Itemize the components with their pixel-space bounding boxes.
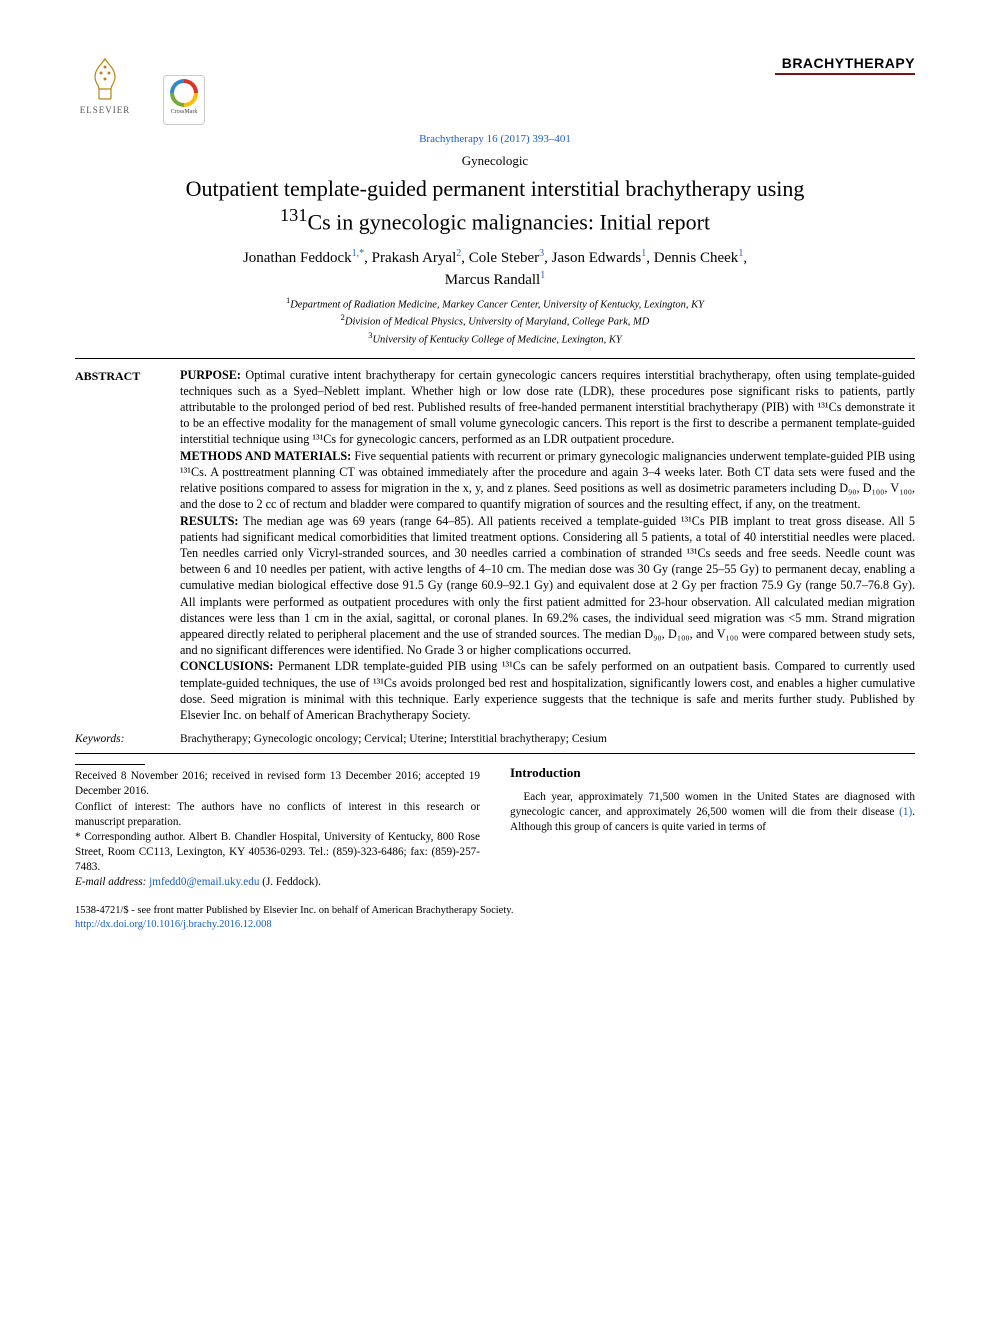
introduction-heading: Introduction [510, 764, 915, 782]
author-affil-sup[interactable]: 1 [641, 248, 646, 259]
affiliation-sup: 3 [368, 330, 372, 340]
introduction-column: Introduction Each year, approximately 71… [510, 764, 915, 890]
author-affil-sup[interactable]: 2 [456, 248, 461, 259]
divider-top [75, 358, 915, 359]
elsevier-tree-icon [81, 55, 129, 103]
footer: 1538-4721/$ - see front matter Published… [75, 904, 915, 931]
methods-label: METHODS AND MATERIALS: [180, 449, 351, 463]
conclusions-text: Permanent LDR template-guided PIB using … [180, 659, 915, 722]
email-link[interactable]: jmfedd0@email.uky.edu [149, 876, 259, 888]
intro-text-1: Each year, approximately 71,500 women in… [510, 791, 915, 818]
elsevier-label: ELSEVIER [80, 105, 131, 115]
title-isotope: Cs in gynecologic malignancies: Initial … [307, 209, 710, 234]
email-label: E-mail address: [75, 876, 146, 888]
title-isotope-sup: 131 [280, 205, 308, 225]
journal-underline [775, 73, 915, 75]
conclusions-label: CONCLUSIONS: [180, 659, 273, 673]
journal-page: ELSEVIER CrossMark BRACHYTHERAPY Brachyt… [0, 0, 990, 972]
author-name[interactable]: Dennis Cheek [654, 250, 739, 266]
header-row: ELSEVIER CrossMark BRACHYTHERAPY [75, 55, 915, 125]
author: Jonathan Feddock1,* [243, 250, 364, 266]
author-name[interactable]: Jonathan Feddock [243, 250, 352, 266]
footnotes-column: Received 8 November 2016; received in re… [75, 764, 480, 890]
footnote-received: Received 8 November 2016; received in re… [75, 769, 480, 799]
doi-link[interactable]: http://dx.doi.org/10.1016/j.brachy.2016.… [75, 919, 272, 930]
footnote-corresponding: * Corresponding author. Albert B. Chandl… [75, 830, 480, 875]
author: Dennis Cheek1 [654, 250, 744, 266]
author: Jason Edwards1 [552, 250, 647, 266]
reference-link-1[interactable]: (1) [899, 806, 912, 818]
author-affil-sup[interactable]: 1 [738, 248, 743, 259]
keywords-text: Brachytherapy; Gynecologic oncology; Cer… [180, 733, 915, 745]
bottom-columns: Received 8 November 2016; received in re… [75, 764, 915, 890]
author-name[interactable]: Cole Steber [469, 250, 539, 266]
citation-line[interactable]: Brachytherapy 16 (2017) 393–401 [75, 133, 915, 145]
keywords-row: Keywords: Brachytherapy; Gynecologic onc… [75, 733, 915, 745]
purpose-label: PURPOSE: [180, 368, 241, 382]
affiliations: 1Department of Radiation Medicine, Marke… [75, 295, 915, 348]
author-name[interactable]: Marcus Randall [445, 272, 540, 288]
affiliation: 1Department of Radiation Medicine, Marke… [75, 295, 915, 313]
results-label: RESULTS: [180, 514, 239, 528]
journal-name: BRACHYTHERAPY [775, 55, 915, 71]
journal-brand: BRACHYTHERAPY [775, 55, 915, 75]
affiliation: 3University of Kentucky College of Medic… [75, 330, 915, 348]
author-name[interactable]: Prakash Aryal [372, 250, 457, 266]
article-title: Outpatient template-guided permanent int… [75, 175, 915, 237]
introduction-paragraph: Each year, approximately 71,500 women in… [510, 790, 915, 835]
crossmark-label: CrossMark [171, 109, 198, 115]
title-line1: Outpatient template-guided permanent int… [186, 176, 805, 201]
footnote-conflict: Conflict of interest: The authors have n… [75, 800, 480, 830]
affiliation-sup: 2 [341, 312, 345, 322]
crossmark-icon [170, 79, 198, 107]
abstract-block: ABSTRACT PURPOSE: Optimal curative inten… [75, 367, 915, 724]
results-text: The median age was 69 years (range 64–85… [180, 514, 915, 658]
elsevier-logo: ELSEVIER [75, 55, 135, 125]
divider-bottom [75, 753, 915, 754]
email-suffix: (J. Feddock). [259, 876, 321, 888]
article-category: Gynecologic [75, 153, 915, 169]
author-affil-sup[interactable]: 1,* [352, 248, 365, 259]
author: Marcus Randall1 [445, 272, 545, 288]
abstract-label: ABSTRACT [75, 367, 180, 724]
affiliation-sup: 1 [286, 295, 290, 305]
copyright-line: 1538-4721/$ - see front matter Published… [75, 904, 915, 918]
crossmark-badge[interactable]: CrossMark [163, 75, 205, 125]
keywords-label: Keywords: [75, 733, 180, 745]
abstract-body: PURPOSE: Optimal curative intent brachyt… [180, 367, 915, 724]
purpose-text: Optimal curative intent brachytherapy fo… [180, 368, 915, 447]
affiliation: 2Division of Medical Physics, University… [75, 312, 915, 330]
author-affil-sup[interactable]: 1 [540, 270, 545, 281]
footnote-email-line: E-mail address: jmfedd0@email.uky.edu (J… [75, 875, 480, 890]
authors-list: Jonathan Feddock1,*, Prakash Aryal2, Col… [75, 247, 915, 291]
author-affil-sup[interactable]: 3 [539, 248, 544, 259]
author-name[interactable]: Jason Edwards [552, 250, 642, 266]
logos-left: ELSEVIER CrossMark [75, 55, 205, 125]
author: Cole Steber3 [469, 250, 544, 266]
footnote-separator [75, 764, 145, 765]
author: Prakash Aryal2 [372, 250, 462, 266]
